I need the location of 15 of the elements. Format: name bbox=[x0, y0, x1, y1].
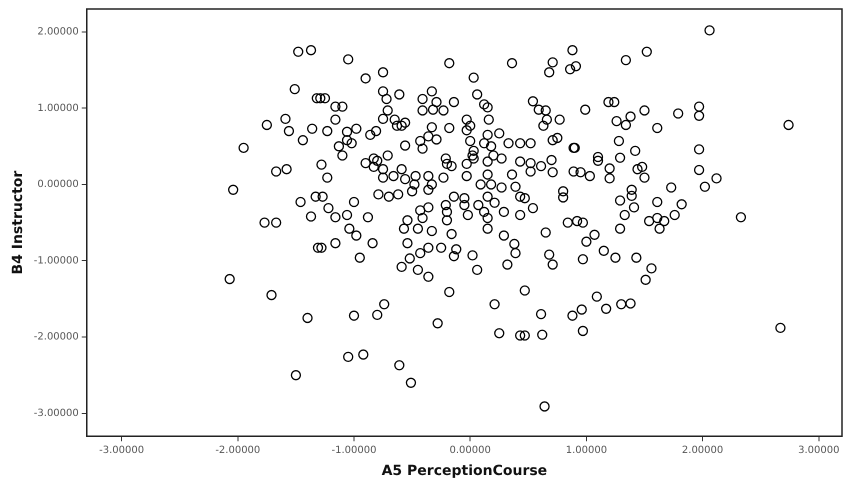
x-axis-title: A5 PerceptionCourse bbox=[382, 463, 548, 480]
x-tick-label: -2.00000 bbox=[215, 444, 260, 456]
x-tick-label: -3.00000 bbox=[99, 444, 144, 456]
y-tick-label: -1.00000 bbox=[34, 255, 79, 266]
y-tick-label: 2.00000 bbox=[37, 26, 79, 38]
y-tick-label: 1.00000 bbox=[37, 102, 79, 114]
y-tick-label: -3.00000 bbox=[34, 408, 79, 419]
x-tick-label: -1.00000 bbox=[332, 444, 376, 456]
x-tick-label: 3.00000 bbox=[798, 444, 840, 456]
y-tick-label: 0.00000 bbox=[37, 179, 79, 190]
x-tick-label: 2.00000 bbox=[682, 444, 724, 456]
y-axis-title: B4 Instructor bbox=[10, 170, 26, 275]
x-tick-label: 1.00000 bbox=[566, 444, 608, 456]
y-tick-label: -2.00000 bbox=[34, 332, 79, 343]
x-tick-label: 0.00000 bbox=[450, 444, 491, 456]
